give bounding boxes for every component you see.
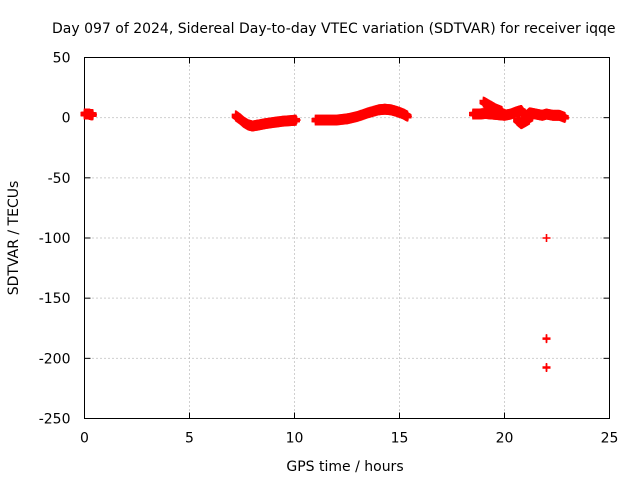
x-tick-label: 5 (185, 431, 194, 447)
y-tick-labels: 50 0 -50 -100 -150 -200 -250 (39, 51, 71, 428)
data-points (80, 96, 570, 372)
y-tick-label: -50 (48, 171, 71, 187)
y-tick-label: -200 (39, 351, 71, 367)
y-tick-label: 0 (62, 111, 71, 127)
y-tick-label: 50 (53, 51, 71, 67)
data-point (403, 112, 412, 121)
x-axis-label: GPS time / hours (286, 459, 403, 475)
x-tick-label: 20 (496, 431, 514, 447)
data-point (561, 113, 570, 122)
x-tick-label: 0 (80, 431, 89, 447)
outlier-point (542, 362, 551, 371)
data-point (525, 114, 534, 123)
x-tick-label: 10 (286, 431, 304, 447)
y-axis-label: SDTVAR / TECUs (6, 181, 22, 296)
x-tick-label: 25 (601, 431, 619, 447)
outlier-point (542, 234, 551, 242)
y-tick-label: -100 (39, 231, 71, 247)
data-point (292, 116, 301, 125)
data-point (88, 110, 97, 119)
data-point (498, 107, 507, 116)
x-tick-label: 15 (391, 431, 409, 447)
y-tick-label: -150 (39, 291, 71, 307)
outlier-point (542, 334, 551, 343)
chart-title: Day 097 of 2024, Sidereal Day-to-day VTE… (52, 21, 616, 37)
x-tick-labels: 0 5 10 15 20 25 (80, 431, 618, 447)
y-tick-label: -250 (39, 412, 71, 428)
axis-ticks (84, 57, 610, 419)
